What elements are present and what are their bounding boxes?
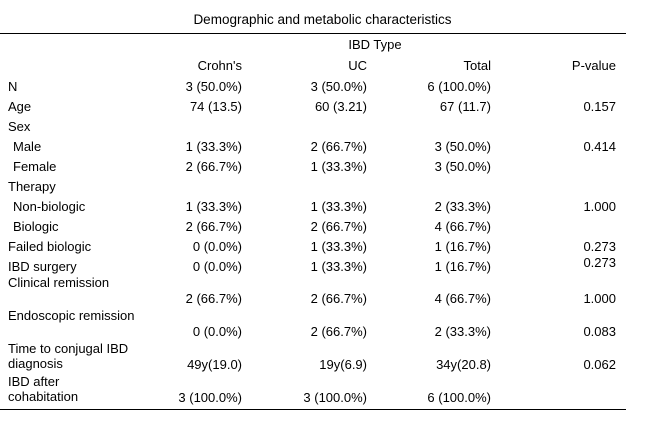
col-header-uc: UC — [348, 58, 367, 73]
cell-uc: 2 (66.7%) — [310, 139, 367, 154]
row-label: N — [8, 79, 18, 94]
row-label: Therapy — [8, 179, 56, 194]
bottom-rule — [0, 409, 626, 410]
cell-crohns: 3 (50.0%) — [185, 79, 242, 94]
col-header-total: Total — [463, 58, 491, 73]
cell-crohns: 1 (33.3%) — [185, 139, 242, 154]
cell-crohns: 2 (66.7%) — [185, 291, 242, 306]
cell-crohns: 3 (100.0%) — [178, 390, 242, 405]
cell-pvalue: 1.000 — [583, 291, 616, 306]
cell-uc: 60 (3.21) — [314, 99, 367, 114]
cell-pvalue: 0.273 — [583, 255, 616, 270]
cell-total: 2 (33.3%) — [434, 199, 491, 214]
cell-uc: 3 (100.0%) — [303, 390, 367, 405]
cell-crohns: 0 (0.0%) — [192, 324, 242, 339]
row-label: Non-biologic — [13, 199, 86, 214]
cell-uc: 1 (33.3%) — [310, 199, 367, 214]
cell-total: 4 (66.7%) — [434, 219, 491, 234]
cell-total: 67 (11.7) — [439, 99, 491, 114]
cell-pvalue: 0.157 — [583, 99, 616, 114]
table-title: Demographic and metabolic characteristic… — [193, 12, 452, 27]
cell-crohns: 74 (13.5) — [189, 99, 242, 114]
cell-total: 4 (66.7%) — [434, 291, 491, 306]
row-label: Endoscopic remission — [8, 308, 135, 323]
cell-uc: 1 (33.3%) — [310, 159, 367, 174]
row-label: Failed biologic — [8, 239, 92, 254]
row-label: IBD surgery — [8, 259, 77, 274]
cell-crohns: 2 (66.7%) — [185, 219, 242, 234]
col-header-crohns: Crohn's — [197, 58, 242, 73]
cell-total: 6 (100.0%) — [427, 79, 491, 94]
cell-uc: 19y(6.9) — [319, 357, 367, 372]
cell-uc: 2 (66.7%) — [310, 219, 367, 234]
cell-uc: 1 (33.3%) — [310, 239, 367, 254]
row-label: Female — [13, 159, 57, 174]
cell-pvalue: 1.000 — [583, 199, 616, 214]
cell-total: 2 (33.3%) — [434, 324, 491, 339]
cell-uc: 3 (50.0%) — [310, 79, 367, 94]
group-header: IBD Type — [348, 37, 402, 52]
cell-total: 1 (16.7%) — [434, 239, 491, 254]
row-label: Sex — [8, 119, 31, 134]
cell-total: 34y(20.8) — [436, 357, 491, 372]
cell-uc: 2 (66.7%) — [310, 324, 367, 339]
cell-total: 6 (100.0%) — [427, 390, 491, 405]
cell-pvalue: 0.273 — [583, 239, 616, 254]
row-label: Time to conjugal IBD diagnosis — [8, 341, 129, 371]
cell-crohns: 1 (33.3%) — [185, 199, 242, 214]
cell-total: 3 (50.0%) — [434, 139, 491, 154]
row-label: Age — [8, 99, 32, 114]
row-label: Male — [13, 139, 42, 154]
cell-pvalue: 0.062 — [583, 357, 616, 372]
top-rule — [0, 33, 626, 34]
cell-crohns: 49y(19.0) — [187, 357, 242, 372]
cell-crohns: 0 (0.0%) — [192, 239, 242, 254]
cell-pvalue: 0.083 — [583, 324, 616, 339]
cell-total: 1 (16.7%) — [434, 259, 491, 274]
cell-uc: 2 (66.7%) — [310, 291, 367, 306]
cell-total: 3 (50.0%) — [434, 159, 491, 174]
row-label: Clinical remission — [8, 275, 110, 290]
row-label: Biologic — [13, 219, 59, 234]
cell-crohns: 0 (0.0%) — [192, 259, 242, 274]
cell-crohns: 2 (66.7%) — [185, 159, 242, 174]
cell-uc: 1 (33.3%) — [310, 259, 367, 274]
cell-pvalue: 0.414 — [583, 139, 616, 154]
col-header-pvalue: P-value — [571, 58, 616, 73]
row-label: IBD after cohabitation — [8, 374, 79, 404]
